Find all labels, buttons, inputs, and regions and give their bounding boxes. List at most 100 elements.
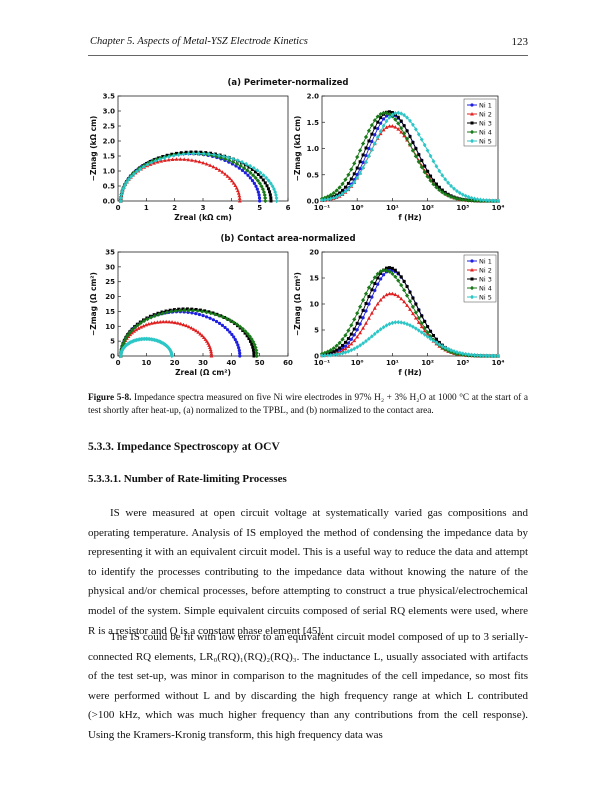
b-nyquist-data-point: [156, 312, 161, 317]
a-bode-data-point: [373, 126, 377, 130]
a-bode-data-point: [440, 190, 445, 195]
b-nyquist-xtick-label: 0: [116, 359, 121, 367]
b-bode-data-point: [349, 341, 354, 346]
a-bode-data-point: [343, 189, 348, 194]
a-bode-data-point: [352, 179, 357, 185]
b-bode-data-point: [452, 349, 456, 354]
a-nyquist-data-point: [167, 154, 171, 159]
b-nyquist-data-point: [152, 320, 157, 325]
b-nyquist-data-point: [237, 346, 241, 350]
b-nyquist-data-point: [121, 341, 126, 346]
a-bode-data-point: [429, 174, 433, 178]
a-nyquist-data-point: [124, 180, 129, 185]
b-bode-data-point: [402, 279, 406, 283]
a-nyquist-data-point: [217, 168, 222, 172]
header-rule: [88, 55, 528, 56]
b-bode-data-point: [343, 333, 348, 338]
b-bode-data-point: [402, 299, 407, 304]
a-bode-data-point: [372, 118, 377, 123]
b-bode-data-point: [352, 333, 356, 337]
a-bode-data-point: [387, 115, 392, 120]
a-bode-data-point: [487, 198, 492, 203]
b-nyquist-data-point: [198, 308, 202, 312]
b-nyquist-data-point: [130, 330, 134, 335]
a-bode-data-point: [426, 169, 430, 173]
b-bode-data-point: [325, 353, 330, 358]
a-nyquist-data-point: [225, 174, 230, 178]
b-nyquist-series-line: [120, 311, 241, 357]
b-bode-data-point: [334, 352, 339, 357]
a-bode-data-point: [343, 185, 347, 189]
a-nyquist-data-point: [247, 165, 251, 169]
a-bode-data-point: [355, 172, 359, 177]
a-nyquist-data-point: [211, 164, 216, 169]
a-bode-data-point: [413, 154, 418, 159]
b-bode-data-point: [346, 337, 350, 341]
a-nyquist-data-point: [148, 159, 152, 163]
a-nyquist-data-point: [244, 161, 249, 167]
a-nyquist-data-point: [191, 151, 196, 156]
b-nyquist-data-point: [211, 311, 215, 315]
b-nyquist-series-5: [118, 336, 174, 359]
b-nyquist-data-point: [252, 354, 256, 358]
a-bode-data-point: [440, 173, 445, 178]
a-bode-legend-marker: [470, 112, 474, 116]
b-bode-data-point: [355, 334, 360, 339]
b-bode-data-point: [420, 314, 424, 318]
a-bode-data-point: [370, 139, 374, 144]
a-bode-xlabel: f (Hz): [398, 213, 421, 222]
b-nyquist-data-point: [194, 307, 198, 311]
b-bode-data-point: [416, 320, 421, 324]
b-bode-xlabel: f (Hz): [398, 368, 421, 377]
a-nyquist-data-point: [235, 158, 240, 163]
b-bode-data-point: [323, 353, 327, 358]
b-bode-data-point: [399, 275, 403, 279]
b-nyquist-data-point: [123, 335, 129, 341]
b-nyquist-data-point: [169, 353, 174, 359]
b-nyquist-data-point: [205, 315, 209, 319]
a-bode-data-point: [440, 188, 444, 192]
b-bode-data-point: [369, 334, 374, 339]
a-nyquist-data-point: [269, 196, 273, 200]
a-nyquist-data-point: [237, 196, 242, 200]
a-nyquist-data-point: [255, 178, 260, 183]
b-nyquist-data-point: [139, 325, 143, 329]
b-bode-data-point: [431, 338, 436, 343]
b-bode-data-point: [340, 348, 345, 353]
b-nyquist-data-point: [167, 319, 172, 324]
b-bode-data-point: [349, 332, 353, 336]
a-bode-legend-marker: [470, 103, 474, 107]
b-nyquist-data-point: [164, 309, 168, 313]
a-bode-legend-marker: [469, 129, 475, 135]
a-bode-data-point: [381, 123, 386, 129]
a-nyquist-data-point: [186, 151, 191, 156]
a-bode-data-point: [417, 153, 421, 157]
a-nyquist-data-point: [190, 158, 194, 162]
a-bode-data-point: [340, 181, 345, 186]
a-nyquist-xtick-label: 5: [257, 204, 262, 212]
a-bode-data-point: [370, 132, 374, 136]
b-bode-data-point: [364, 321, 368, 325]
a-nyquist-data-point: [220, 170, 225, 174]
a-nyquist-data-point: [273, 189, 278, 195]
b-bode-data-point: [364, 338, 368, 344]
b-bode-data-point: [393, 292, 398, 297]
a-nyquist-data-point: [258, 199, 262, 203]
a-bode-data-point: [466, 198, 471, 203]
a-nyquist-data-point: [166, 157, 171, 162]
a-bode-data-point: [469, 195, 474, 201]
b-bode-legend-marker: [470, 277, 474, 281]
a-bode-data-point: [457, 197, 462, 202]
a-nyquist-xtick-label: 6: [286, 204, 291, 212]
b-bode-data-point: [387, 321, 392, 327]
b-bode-data-point: [493, 353, 497, 359]
a-nyquist-data-point: [238, 163, 243, 169]
b-nyquist-data-point: [158, 339, 163, 345]
b-nyquist-data-point: [209, 349, 214, 354]
b-bode-data-point: [364, 301, 368, 305]
b-bode-xtick-label: 10⁴: [492, 359, 505, 367]
b-nyquist-data-point: [154, 338, 158, 343]
a-nyquist-data-point: [119, 192, 124, 197]
a-nyquist-data-point: [181, 151, 186, 157]
b-bode-data-point: [472, 352, 477, 358]
